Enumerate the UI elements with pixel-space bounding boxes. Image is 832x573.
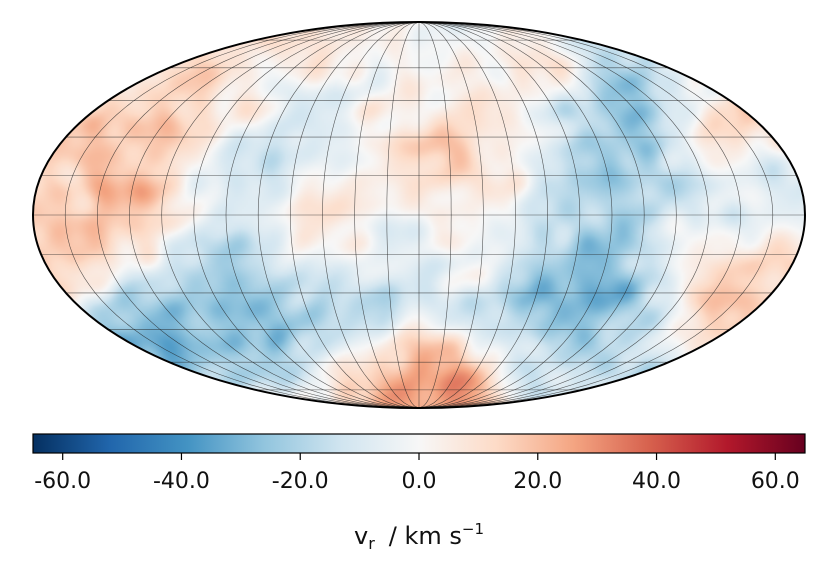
map-outline: [32, 21, 806, 409]
colorbar-label-subscript: r: [368, 534, 375, 553]
colorbar-ticks: -60.0 -40.0 -20.0 0.0 20.0 40.0 60.0: [34, 453, 800, 494]
colorbar-tick-label: -20.0: [272, 469, 329, 494]
colorbar: -60.0 -40.0 -20.0 0.0 20.0 40.0 60.0 vr / km s−…: [32, 433, 806, 553]
colorbar-tick-label: -40.0: [153, 469, 210, 494]
sky-map: [33, 22, 805, 408]
colorbar-tick-label: 40.0: [632, 469, 681, 494]
graticule-grid: [33, 22, 805, 408]
colorbar-label: vr / km s−1: [354, 520, 484, 553]
colorbar-label-symbol: v: [354, 522, 368, 550]
colorbar-tick-label: -60.0: [34, 469, 91, 494]
colorbar-tick-label: 20.0: [513, 469, 562, 494]
colorbar-tick-label: 60.0: [751, 469, 800, 494]
colorbar-label-units: / km s: [389, 522, 462, 550]
colorbar-bar: [32, 433, 806, 454]
colorbar-label-exponent: −1: [462, 520, 484, 538]
colorbar-tick-label: 0.0: [402, 469, 437, 494]
